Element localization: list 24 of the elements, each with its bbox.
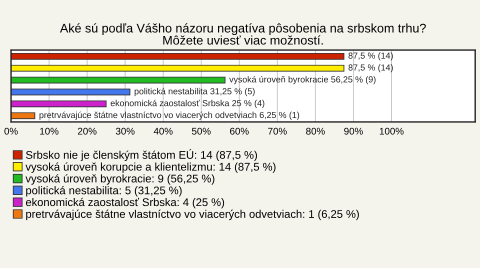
- data-label: vysoká úroveň byrokracie 56,25 % (9): [229, 76, 376, 84]
- legend-label: Srbsko nie je členským štátom EÚ: 14 (87,5 %): [26, 149, 257, 162]
- legend-label: politická nestabilita: 5 (31,25 %): [26, 186, 182, 197]
- legend-label: pretrvávajúce štátne vlastníctvo vo viacerých odvetviach: 1 (6,25 %): [26, 210, 359, 220]
- data-label: pretrvávajúce štátne vlastníctvo vo viacerých odvetviach 6,25 % (1): [40, 112, 300, 120]
- legend-label: vysoká úroveň korupcie a klientelizmu: 14 (87,5 %): [26, 162, 276, 173]
- x-tick-label: 20%: [78, 128, 97, 135]
- x-tick-label: 100%: [380, 128, 404, 135]
- x-tick-label: 60%: [230, 128, 249, 135]
- chart-title: Aké sú podľa Vášho názoru negatíva pôsobenia na srbskom trhu? Môžete uviesť viac možností.: [60, 23, 426, 45]
- x-tick-label: 80%: [306, 128, 325, 135]
- x-tick-label: 90%: [344, 128, 363, 135]
- x-tick-label: 40%: [154, 128, 173, 135]
- data-label: ekonomická zaostalosť Srbska 25 % (4): [110, 100, 264, 108]
- x-tick-label: 30%: [116, 128, 135, 135]
- data-label: politická nestabilita 31,25 % (5): [134, 88, 255, 96]
- x-tick-label: 10%: [40, 128, 58, 135]
- data-label: 87,5 % (14): [348, 52, 393, 60]
- legend-label: vysoká úroveň byrokracie: 9 (56,25 %): [26, 174, 214, 185]
- legend-label: ekonomická zaostalosť Srbska: 4 (25 %): [26, 198, 224, 208]
- x-tick-label: 70%: [268, 128, 287, 135]
- x-tick-label: 50%: [192, 128, 211, 135]
- data-label: 87,5 % (14): [348, 64, 393, 72]
- x-tick-label: 0%: [4, 128, 18, 135]
